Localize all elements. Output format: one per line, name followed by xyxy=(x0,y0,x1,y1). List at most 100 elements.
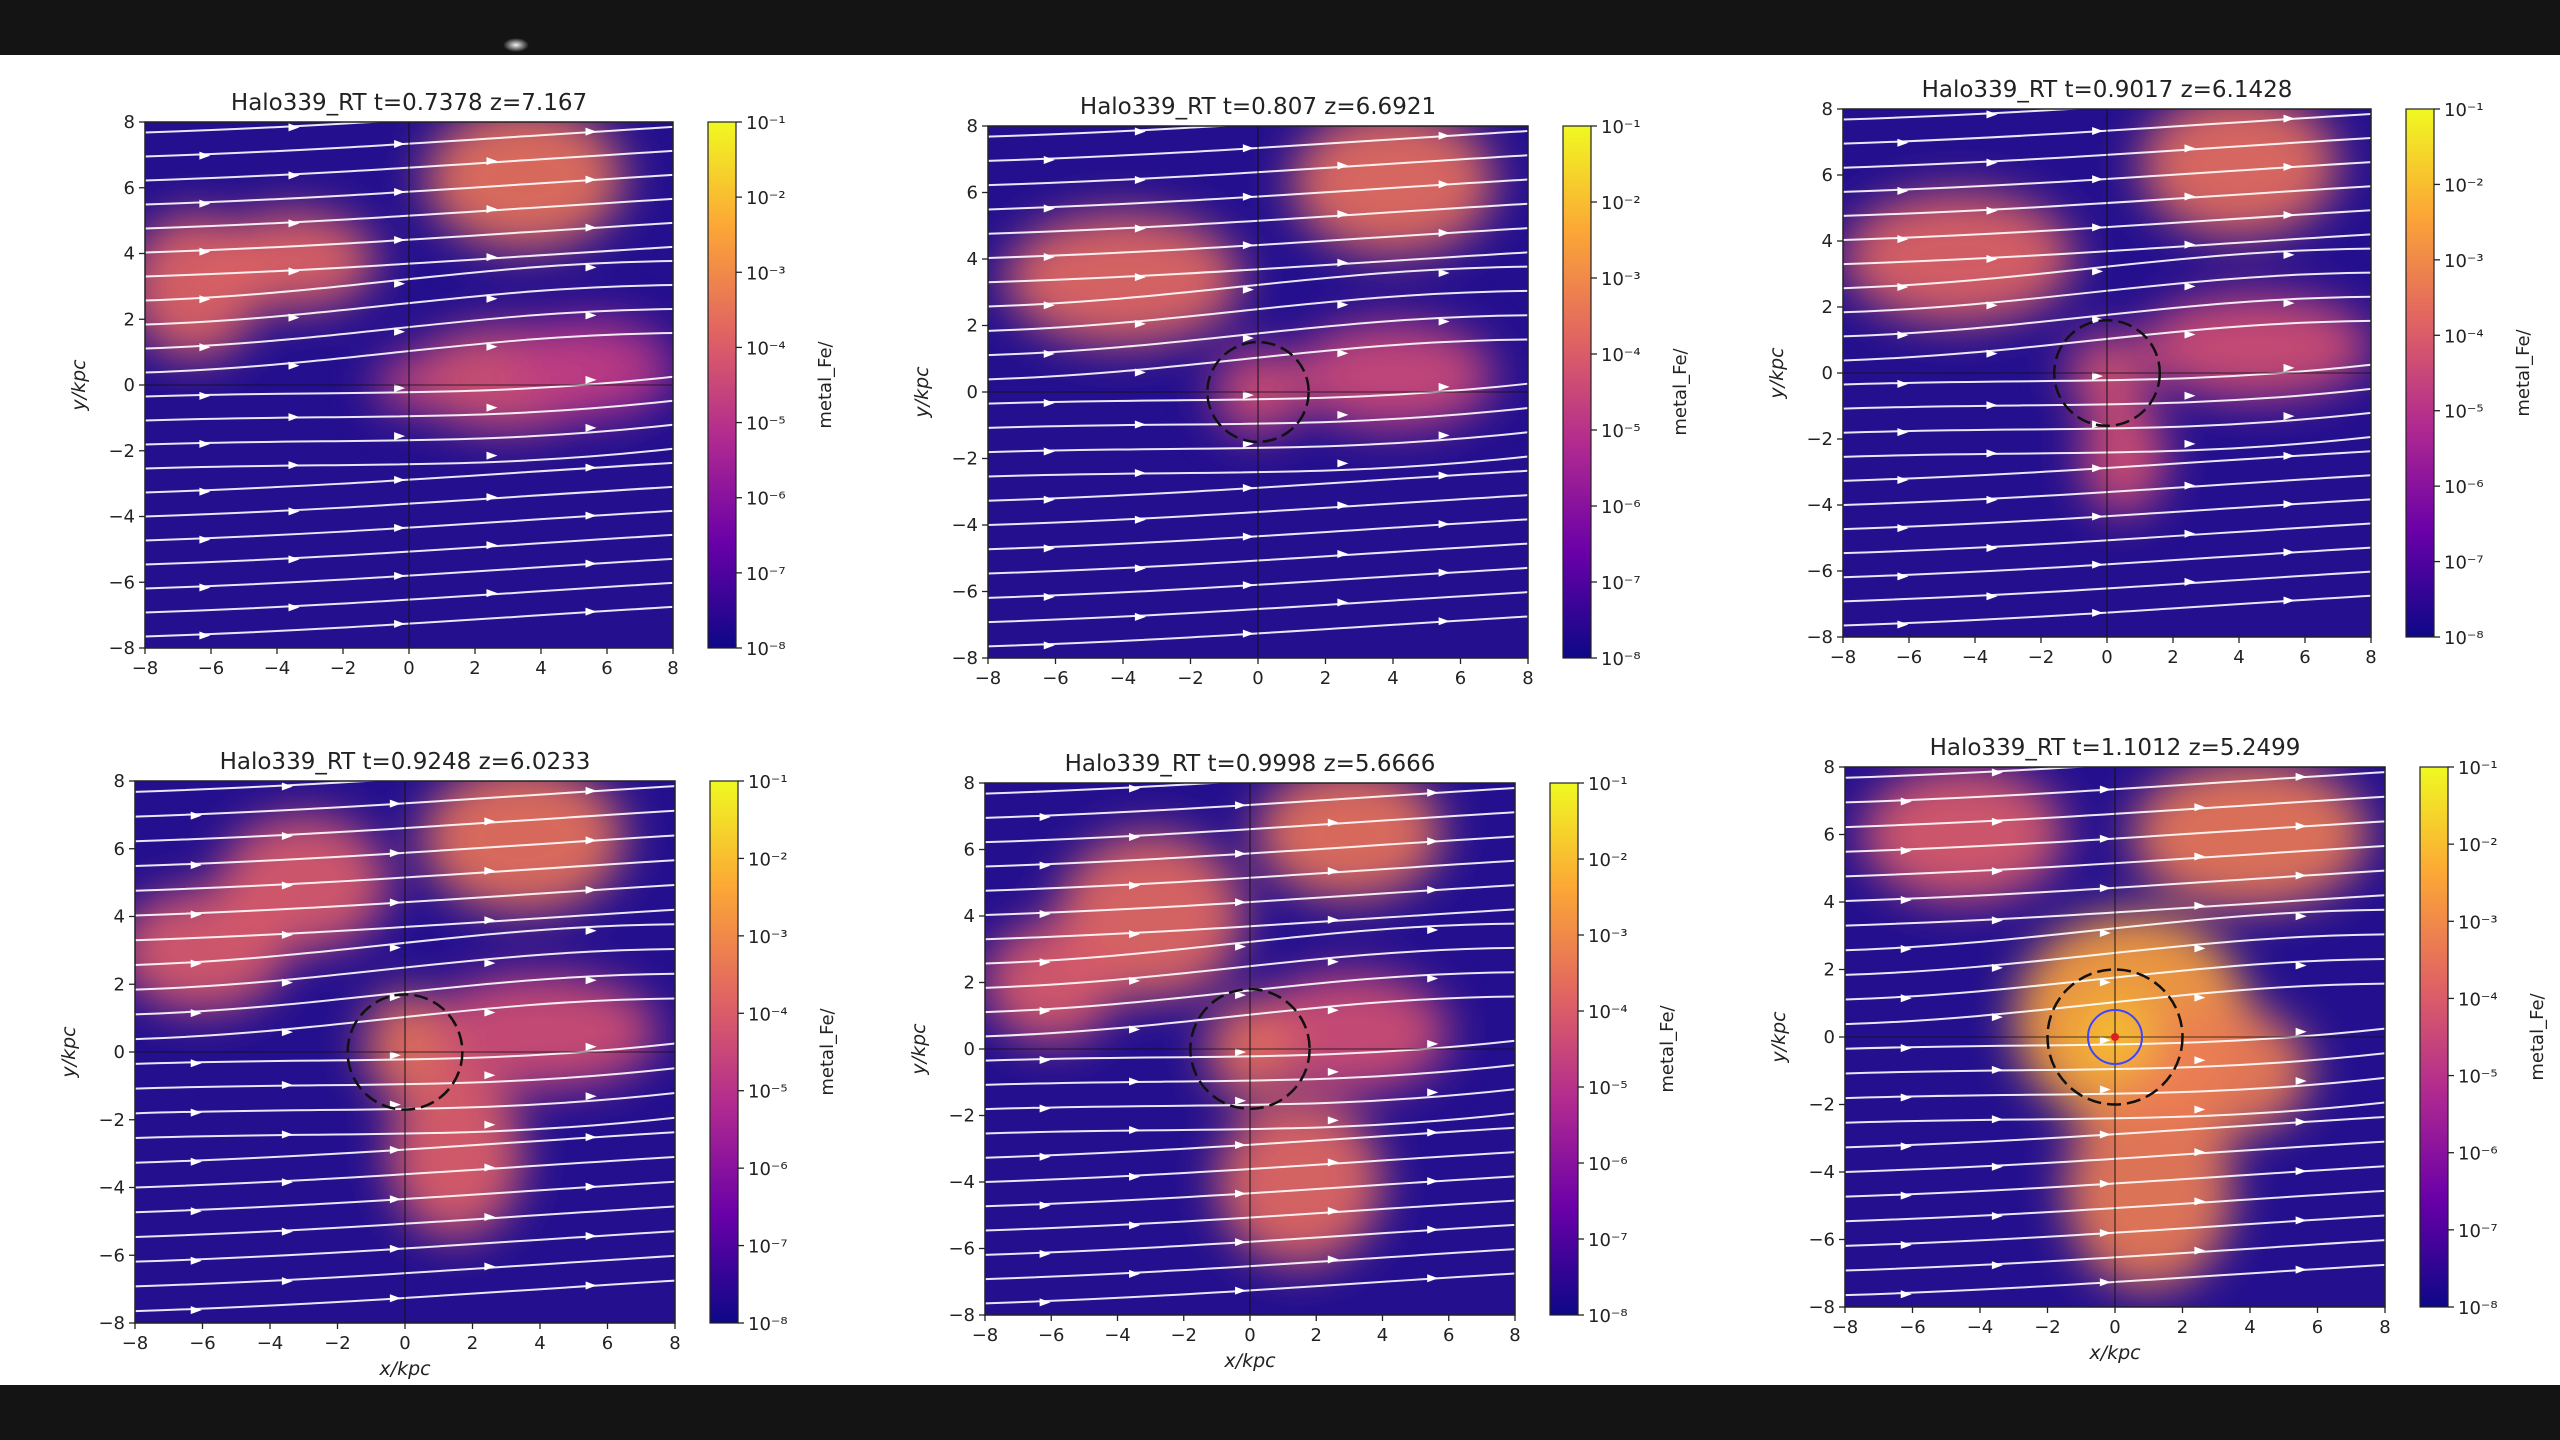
colorbar xyxy=(709,780,739,1324)
streamline-arrow xyxy=(1337,549,1349,558)
streamline-arrow xyxy=(1235,1238,1247,1247)
streamline-arrow xyxy=(281,1081,293,1090)
colorbar-label: metal_Fe/ xyxy=(2527,992,2548,1080)
y-tick-label: −8 xyxy=(951,648,978,669)
streamline-arrow xyxy=(1897,428,1909,437)
streamline-arrow xyxy=(2184,529,2196,538)
streamline-arrow xyxy=(1327,1255,1339,1264)
colorbar-tick-label: 10⁻⁴ xyxy=(2444,326,2484,347)
streamline-arrow xyxy=(1242,241,1254,250)
streamline-arrow xyxy=(1991,768,2003,777)
streamline-arrow xyxy=(1134,612,1146,621)
streamline-arrow xyxy=(2283,114,2295,123)
y-tick-label: −2 xyxy=(1808,1095,1835,1116)
streamline-arrow xyxy=(2194,1246,2206,1255)
streamline-arrow xyxy=(1986,158,1998,167)
streamline-arrow xyxy=(389,1100,401,1109)
streamline-arrow xyxy=(486,541,498,550)
streamline-arrow xyxy=(1129,1077,1141,1086)
streamline-arrow xyxy=(2099,1130,2111,1139)
x-tick-label: 4 xyxy=(2233,647,2244,668)
streamline-arrow xyxy=(585,1133,597,1142)
colorbar-tick-label: 10⁻⁶ xyxy=(748,1159,788,1180)
streamline-arrow xyxy=(1242,391,1254,400)
streamline-arrow xyxy=(1039,1104,1051,1113)
figure-area: Halo339_RT t=0.7378 z=7.167 −8 −6 −4 −2 0 2 4 6 8… xyxy=(0,55,2560,1385)
x-tick-label: −8 xyxy=(122,1333,149,1354)
colorbar-tick-label: 10⁻³ xyxy=(2458,912,2498,933)
streamline-arrow xyxy=(394,187,406,196)
y-tick-label: 6 xyxy=(967,183,978,204)
streamline-arrow xyxy=(1235,849,1247,858)
streamline-arrow xyxy=(486,157,498,166)
streamline-arrow xyxy=(1991,916,2003,925)
streamline-arrow xyxy=(1337,258,1349,267)
screen-glare xyxy=(503,38,529,52)
streamline-arrow xyxy=(1900,1240,1912,1249)
streamline-arrow xyxy=(2283,363,2295,372)
colorbar-tick-label: 10⁻¹ xyxy=(1588,774,1628,795)
metal-blob-5 xyxy=(1216,1098,1383,1266)
streamline-arrow xyxy=(281,1130,293,1139)
streamline-arrow xyxy=(1235,801,1247,810)
x-tick-label: −4 xyxy=(1110,668,1137,689)
x-tick-label: 8 xyxy=(2379,1317,2390,1338)
y-tick-label: 2 xyxy=(124,309,135,330)
streamline-arrow xyxy=(1986,206,1998,215)
streamline-arrow xyxy=(2194,1148,2206,1157)
streamline-arrow xyxy=(394,475,406,484)
streamline-arrow xyxy=(585,926,597,935)
streamline-arrow xyxy=(585,423,597,432)
streamline-arrow xyxy=(585,607,597,616)
streamline-arrow xyxy=(1134,319,1146,328)
y-tick-label: 0 xyxy=(124,375,135,396)
y-tick-label: 0 xyxy=(967,382,978,403)
streamline-arrow xyxy=(1991,817,2003,826)
streamline-arrow xyxy=(199,343,211,352)
x-tick-label: 0 xyxy=(403,658,414,679)
streamline-arrow xyxy=(1039,1056,1051,1065)
x-tick-label: −2 xyxy=(2034,1317,2061,1338)
streamline-arrow xyxy=(2092,608,2104,617)
streamline-arrow xyxy=(199,391,211,400)
streamline-arrow xyxy=(1242,629,1254,638)
streamline-arrow xyxy=(2092,512,2104,521)
x-tick-label: 4 xyxy=(1377,1325,1388,1346)
x-axis-label: x/kpc xyxy=(2088,1342,2141,1364)
streamline-arrow xyxy=(1043,349,1055,358)
streamline-arrow xyxy=(281,1028,293,1037)
colorbar xyxy=(707,121,737,649)
metal-blob-4 xyxy=(2080,396,2167,515)
y-tick-label: −8 xyxy=(948,1305,975,1326)
streamline-arrow xyxy=(484,817,496,826)
streamline-arrow xyxy=(2295,1117,2307,1126)
streamline-arrow xyxy=(1900,846,1912,855)
streamline-arrow xyxy=(2092,372,2104,381)
streamline-arrow xyxy=(1039,1298,1051,1307)
streamline-arrow xyxy=(1986,254,1998,263)
panel-title: Halo339_RT t=0.7378 z=7.167 xyxy=(231,90,587,116)
streamline-arrow xyxy=(585,1092,597,1101)
y-tick-label: −4 xyxy=(1808,1162,1835,1183)
streamline-arrow xyxy=(281,930,293,939)
y-tick-label: 8 xyxy=(124,112,135,133)
streamline-arrow xyxy=(1327,1006,1339,1015)
metal-blob-5 xyxy=(508,319,673,418)
y-tick-label: −2 xyxy=(948,1106,975,1127)
streamline-arrow xyxy=(2184,481,2196,490)
streamline-arrow xyxy=(1986,449,1998,458)
streamline-arrow xyxy=(1134,273,1146,282)
streamline-arrow xyxy=(1438,131,1450,140)
streamline-arrow xyxy=(1986,349,1998,358)
streamline-arrow xyxy=(281,1277,293,1286)
streamline-arrow xyxy=(1039,910,1051,919)
streamline-arrow xyxy=(1039,958,1051,967)
y-axis-label: y/kpc xyxy=(911,366,933,419)
colorbar-tick-label: 10⁻¹ xyxy=(1601,117,1641,138)
x-tick-label: −2 xyxy=(324,1333,351,1354)
streamline-arrow xyxy=(1043,447,1055,456)
streamline-arrow xyxy=(2092,223,2104,232)
streamline-arrow xyxy=(1991,867,2003,876)
streamline-arrow xyxy=(2092,267,2104,276)
streamline-arrow xyxy=(2099,929,2111,938)
